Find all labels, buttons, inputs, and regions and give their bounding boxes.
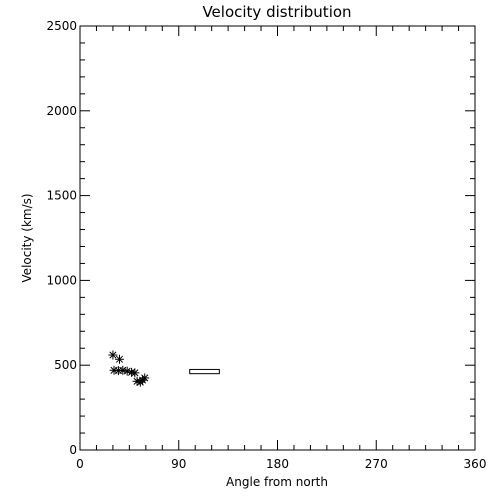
y-tick-label: 2500 (46, 19, 77, 33)
asterisk-point (130, 368, 140, 378)
asterisk-point (122, 366, 132, 376)
asterisk-point (108, 350, 118, 360)
y-tick-label: 0 (69, 443, 77, 457)
asterisk-point (140, 373, 150, 383)
asterisk-point (115, 354, 124, 364)
y-tick-label: 1500 (46, 189, 77, 203)
plot-frame (79, 25, 476, 451)
x-axis-label: Angle from north (226, 475, 328, 489)
y-tick-label: 1000 (46, 273, 77, 287)
axis-ticks (79, 25, 476, 451)
tick-labels: 0 90 180 270 360 0 500 1000 1500 2000 2500 (46, 19, 486, 471)
chart-title: Velocity distribution (202, 3, 351, 21)
data-points (108, 350, 220, 387)
y-axis-label: Velocity (km/s) (20, 193, 34, 282)
x-tick-label: 360 (464, 457, 487, 471)
x-tick-label: 90 (171, 457, 186, 471)
y-tick-label: 2000 (46, 104, 77, 118)
x-tick-label: 270 (365, 457, 388, 471)
x-tick-label: 180 (266, 457, 289, 471)
y-tick-label: 500 (54, 358, 77, 372)
x-tick-label: 0 (76, 457, 84, 471)
range-box (189, 368, 220, 375)
